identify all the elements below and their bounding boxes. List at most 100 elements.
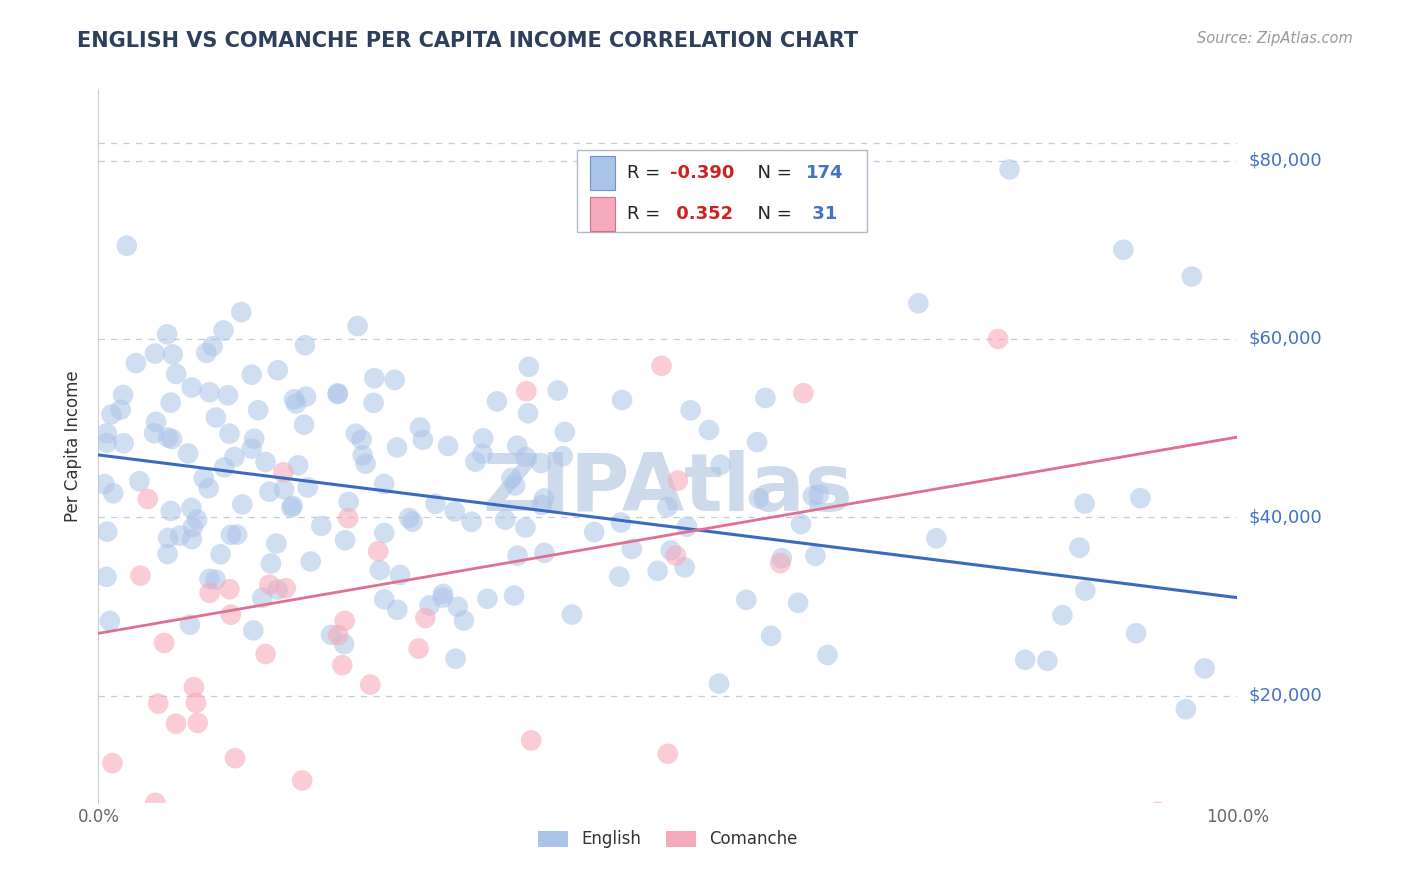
Point	[186, 512, 208, 526]
Point	[418, 599, 440, 613]
Point	[242, 624, 264, 638]
Point	[460, 515, 482, 529]
Point	[387, 603, 409, 617]
Text: 0.352: 0.352	[671, 205, 734, 223]
Bar	[591, 197, 616, 231]
Point	[554, 425, 576, 439]
Point	[486, 394, 509, 409]
Point	[401, 515, 423, 529]
Point	[1125, 626, 1147, 640]
Point	[128, 474, 150, 488]
Point	[609, 569, 631, 583]
Point	[647, 564, 669, 578]
Point	[373, 477, 395, 491]
Point	[311, 519, 333, 533]
Point	[1174, 702, 1197, 716]
Point	[103, 486, 125, 500]
Point	[274, 581, 297, 595]
Point	[657, 500, 679, 514]
Point	[96, 435, 118, 450]
Point	[299, 554, 322, 568]
Point	[551, 449, 574, 463]
Point	[148, 697, 170, 711]
Y-axis label: Per Capita Income: Per Capita Income	[65, 370, 83, 522]
Point	[385, 441, 408, 455]
Point	[129, 568, 152, 582]
Point	[477, 591, 499, 606]
Point	[209, 547, 232, 561]
Point	[254, 647, 277, 661]
Point	[998, 162, 1021, 177]
Point	[673, 560, 696, 574]
Point	[1181, 269, 1204, 284]
Point	[224, 751, 246, 765]
Point	[267, 363, 290, 377]
Point	[96, 570, 118, 584]
Point	[373, 592, 395, 607]
Point	[817, 648, 839, 662]
Point	[156, 327, 179, 342]
Legend: English, Comanche: English, Comanche	[531, 824, 804, 855]
Point	[769, 556, 792, 570]
Point	[259, 484, 281, 499]
Point	[280, 500, 302, 515]
Point	[156, 431, 179, 445]
Point	[337, 495, 360, 509]
Point	[533, 546, 555, 560]
Point	[283, 392, 305, 407]
Point	[180, 532, 202, 546]
Point	[1194, 661, 1216, 675]
Point	[409, 420, 432, 434]
Point	[219, 607, 242, 622]
Point	[162, 347, 184, 361]
Point	[363, 371, 385, 385]
Point	[443, 504, 465, 518]
Point	[330, 658, 353, 673]
Point	[346, 319, 368, 334]
Point	[350, 433, 373, 447]
Point	[294, 338, 316, 352]
Point	[471, 447, 494, 461]
Point	[432, 587, 454, 601]
Point	[453, 614, 475, 628]
Point	[165, 367, 187, 381]
Point	[259, 577, 281, 591]
Point	[333, 614, 356, 628]
Point	[159, 504, 181, 518]
Point	[297, 480, 319, 494]
Point	[907, 296, 929, 310]
Point	[501, 471, 523, 485]
Point	[197, 481, 219, 495]
Point	[231, 497, 253, 511]
Point	[218, 582, 240, 597]
Point	[287, 458, 309, 473]
Point	[157, 531, 180, 545]
Point	[620, 541, 643, 556]
Point	[1112, 243, 1135, 257]
Point	[326, 387, 349, 401]
Point	[804, 198, 827, 212]
Text: 174: 174	[806, 164, 844, 182]
Point	[204, 573, 226, 587]
Text: $80,000: $80,000	[1249, 152, 1322, 169]
Point	[292, 417, 315, 432]
Point	[195, 346, 218, 360]
Point	[153, 636, 176, 650]
Point	[801, 489, 824, 503]
Point	[112, 436, 135, 450]
Point	[610, 516, 633, 530]
Point	[583, 524, 606, 539]
Point	[243, 432, 266, 446]
Point	[517, 359, 540, 374]
Point	[337, 511, 360, 525]
Point	[352, 448, 374, 462]
Point	[252, 591, 274, 605]
Point	[181, 520, 204, 534]
Point	[359, 678, 381, 692]
Point	[266, 582, 288, 597]
Point	[291, 773, 314, 788]
Point	[145, 415, 167, 429]
Point	[515, 384, 537, 399]
Text: $40,000: $40,000	[1249, 508, 1322, 526]
Point	[205, 410, 228, 425]
